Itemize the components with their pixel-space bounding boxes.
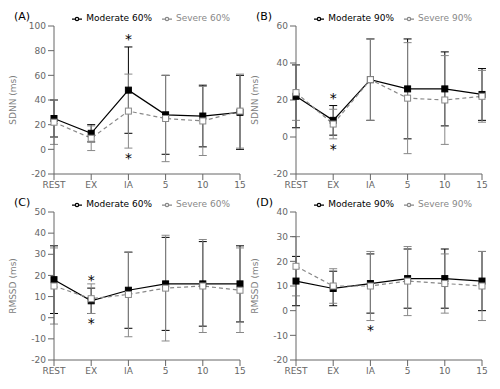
svg-text:REST: REST bbox=[284, 180, 308, 190]
html-text:(D): (D) bbox=[256, 196, 274, 209]
svg-text:40: 40 bbox=[35, 228, 47, 238]
svg-text:20: 20 bbox=[277, 95, 289, 105]
svg-text:30: 30 bbox=[277, 232, 289, 242]
svg-text:SDNN (ms): SDNN (ms) bbox=[8, 75, 18, 124]
svg-text:60: 60 bbox=[277, 21, 289, 31]
svg-text:100: 100 bbox=[29, 21, 46, 31]
html-text:Moderate 60%: Moderate 60% bbox=[86, 13, 152, 23]
svg-text:IA: IA bbox=[366, 366, 376, 376]
svg-text:EX: EX bbox=[327, 180, 339, 190]
svg-text:IA: IA bbox=[124, 180, 134, 190]
svg-text:10: 10 bbox=[439, 180, 451, 190]
svg-text:15: 15 bbox=[234, 180, 245, 190]
svg-text:EX: EX bbox=[85, 366, 97, 376]
html-text:(C): (C) bbox=[14, 196, 31, 209]
svg-text:*: * bbox=[330, 141, 337, 157]
svg-text:80: 80 bbox=[35, 46, 47, 56]
html-text:(A): (A) bbox=[14, 10, 31, 23]
svg-text:0: 0 bbox=[282, 132, 288, 142]
html-text:(B): (B) bbox=[256, 10, 273, 23]
svg-text:*: * bbox=[330, 90, 337, 106]
svg-text:-10: -10 bbox=[273, 331, 288, 341]
svg-text:IA: IA bbox=[124, 366, 134, 376]
svg-text:*: * bbox=[125, 31, 132, 47]
svg-text:0: 0 bbox=[282, 306, 288, 316]
svg-text:REST: REST bbox=[284, 366, 308, 376]
svg-text:5: 5 bbox=[163, 180, 169, 190]
svg-text:10: 10 bbox=[197, 180, 209, 190]
svg-text:40: 40 bbox=[35, 95, 47, 105]
svg-text:-20: -20 bbox=[273, 355, 288, 365]
svg-text:5: 5 bbox=[163, 366, 169, 376]
svg-text:0: 0 bbox=[40, 313, 46, 323]
svg-text:10: 10 bbox=[277, 281, 289, 291]
svg-text:EX: EX bbox=[327, 366, 339, 376]
svg-text:*: * bbox=[125, 150, 132, 166]
svg-text:20: 20 bbox=[277, 257, 289, 267]
svg-text:20: 20 bbox=[35, 120, 47, 130]
svg-text:60: 60 bbox=[35, 71, 47, 81]
svg-text:*: * bbox=[367, 322, 374, 338]
svg-text:-20: -20 bbox=[273, 169, 288, 179]
svg-text:10: 10 bbox=[197, 366, 209, 376]
html-text:Severe 90%: Severe 90% bbox=[418, 199, 472, 209]
html-text:Severe 90%: Severe 90% bbox=[418, 13, 472, 23]
svg-text:IA: IA bbox=[366, 180, 376, 190]
html-text:Severe 60%: Severe 60% bbox=[176, 13, 230, 23]
svg-text:15: 15 bbox=[476, 180, 487, 190]
svg-text:50: 50 bbox=[35, 207, 47, 217]
svg-text:REST: REST bbox=[42, 180, 66, 190]
svg-text:10: 10 bbox=[35, 292, 47, 302]
svg-text:SDNN (ms): SDNN (ms) bbox=[250, 75, 260, 124]
svg-text:REST: REST bbox=[42, 366, 66, 376]
svg-text:5: 5 bbox=[405, 180, 411, 190]
html-text:Moderate 90%: Moderate 90% bbox=[328, 13, 394, 23]
svg-text:*: * bbox=[88, 315, 95, 331]
html-text:Moderate 90%: Moderate 90% bbox=[328, 199, 394, 209]
svg-text:RMSSD (ms): RMSSD (ms) bbox=[250, 258, 260, 314]
svg-text:40: 40 bbox=[277, 207, 289, 217]
svg-text:30: 30 bbox=[35, 249, 47, 259]
svg-text:10: 10 bbox=[439, 366, 451, 376]
svg-text:RMSSD (ms): RMSSD (ms) bbox=[8, 258, 18, 314]
svg-text:5: 5 bbox=[405, 366, 411, 376]
svg-text:*: * bbox=[88, 272, 95, 288]
svg-text:-20: -20 bbox=[31, 169, 46, 179]
svg-text:0: 0 bbox=[40, 145, 46, 155]
svg-text:15: 15 bbox=[476, 366, 487, 376]
html-text:Moderate 60%: Moderate 60% bbox=[86, 199, 152, 209]
svg-text:-10: -10 bbox=[31, 334, 46, 344]
html-text:Severe 60%: Severe 60% bbox=[176, 199, 230, 209]
svg-text:EX: EX bbox=[85, 180, 97, 190]
svg-text:40: 40 bbox=[277, 58, 289, 68]
svg-text:-20: -20 bbox=[31, 355, 46, 365]
svg-text:20: 20 bbox=[35, 271, 47, 281]
svg-text:15: 15 bbox=[234, 366, 245, 376]
